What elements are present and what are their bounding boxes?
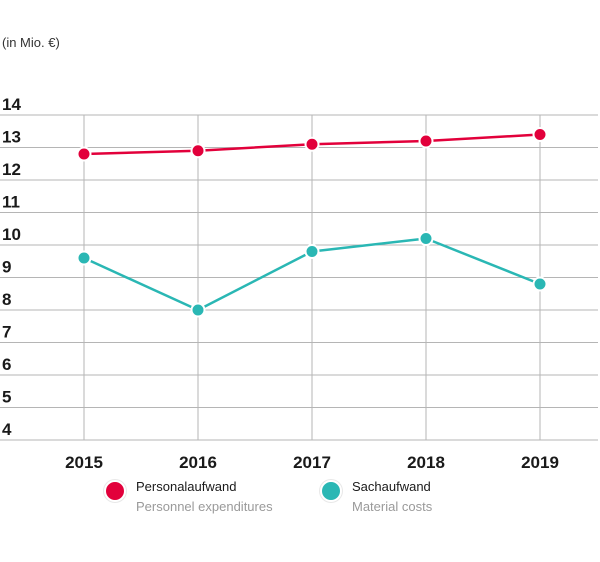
y-tick-label: 4 — [2, 420, 12, 439]
data-point-material — [190, 302, 206, 318]
legend-marker-personnel — [104, 480, 126, 502]
y-tick-label: 14 — [2, 95, 21, 114]
y-tick-label: 7 — [2, 323, 11, 342]
legend-label-personnel: Personalaufwand — [136, 479, 237, 494]
y-tick-label: 6 — [2, 355, 11, 374]
legend-item-material: Sachaufwand Material costs — [320, 478, 432, 516]
unit-label: (in Mio. €) — [2, 35, 60, 50]
legend-sublabel-material: Material costs — [352, 499, 433, 514]
data-point-personnel — [532, 127, 548, 142]
data-point-personnel — [304, 136, 320, 152]
x-tick-label: 2019 — [521, 453, 559, 472]
data-point-personnel — [418, 133, 434, 149]
legend-item-personnel: Personalaufwand Personnel expenditures — [104, 478, 273, 516]
x-tick-label: 2016 — [179, 453, 217, 472]
y-tick-label: 12 — [2, 160, 21, 179]
line-chart: 4 5 6 7 8 9 10 11 12 13 14 2015 2016 2017 2018 2019 — [0, 95, 598, 472]
y-tick-label: 11 — [2, 193, 20, 212]
data-point-material — [76, 250, 92, 266]
x-tick-label: 2015 — [65, 453, 103, 472]
data-point-personnel — [76, 146, 92, 162]
y-tick-label: 8 — [2, 290, 11, 309]
legend-marker-material — [320, 480, 342, 502]
legend-label-material: Sachaufwand — [352, 479, 431, 494]
x-tick-label: 2018 — [407, 453, 445, 472]
data-point-material — [304, 244, 320, 259]
legend-sublabel-personnel: Personnel expenditures — [136, 499, 273, 514]
data-point-personnel — [190, 143, 206, 159]
data-point-material — [418, 231, 434, 246]
y-tick-label: 13 — [2, 128, 21, 147]
y-tick-label: 5 — [2, 388, 11, 407]
x-tick-label: 2017 — [293, 453, 331, 472]
data-point-material — [532, 276, 548, 292]
y-tick-label: 10 — [2, 225, 21, 244]
y-tick-label: 9 — [2, 258, 11, 277]
